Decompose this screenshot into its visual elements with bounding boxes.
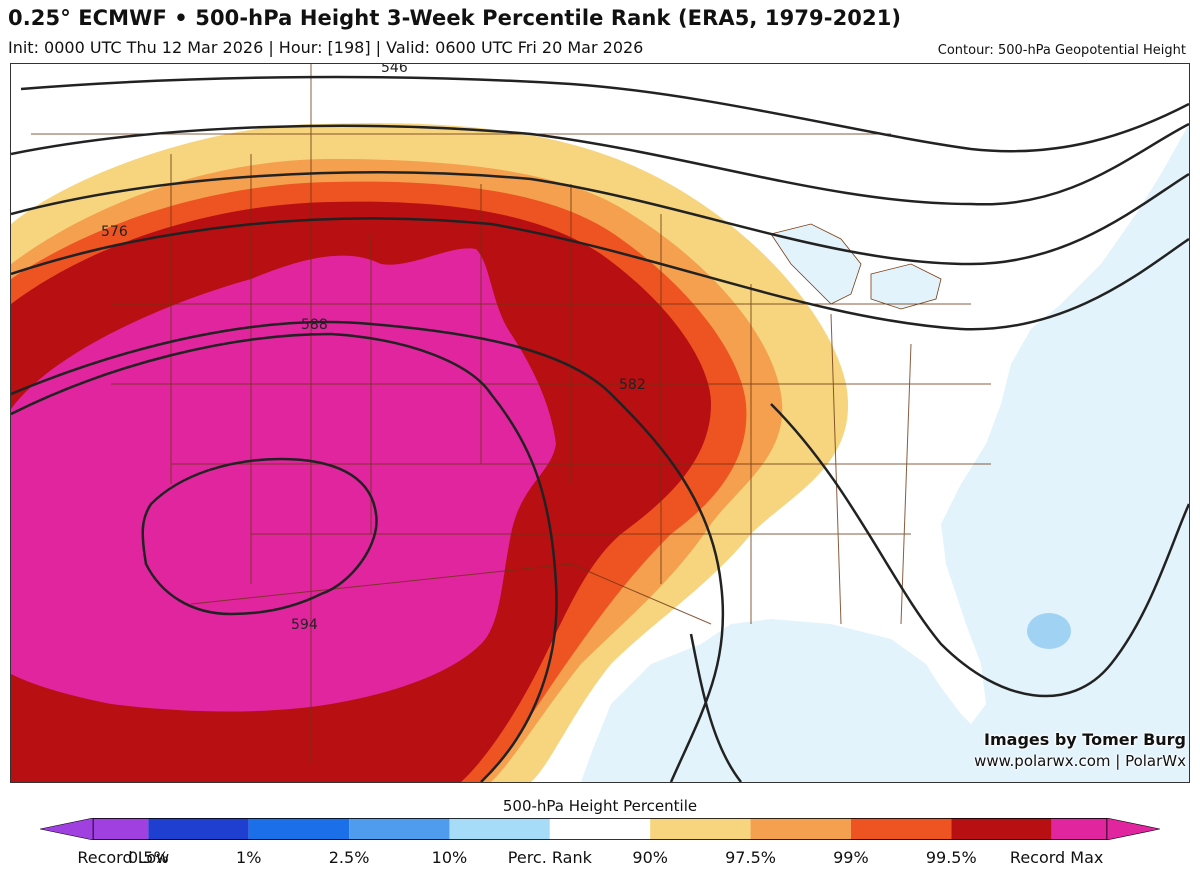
colorbar-arrow-low [40,818,94,840]
contour-label-546: 546 [381,64,408,76]
contour-note: Contour: 500-hPa Geopotential Height [937,43,1186,58]
credit-website: www.polarwx.com | PolarWx [974,752,1186,770]
map-canvas: 576 588 582 594 546 [11,64,1189,782]
colorbar-arrow-high [1106,818,1160,840]
colorbar-segment [650,818,751,840]
colorbar-label: Perc. Rank [507,848,592,867]
height-contours [11,75,1189,782]
colorbar-segment [850,818,952,840]
colorbar [40,818,1160,840]
map-subtitle: Init: 0000 UTC Thu 12 Mar 2026 | Hour: [… [8,38,644,57]
contour-label-582: 582 [619,377,646,393]
map-title: 0.25° ECMWF • 500-hPa Height 3-Week Perc… [8,6,902,30]
colorbar-label: 1% [236,848,262,867]
colorbar-label: 99.5% [925,848,977,867]
contour-label-588: 588 [301,317,328,333]
gulf-water [611,644,961,782]
colorbar-segment [549,818,651,840]
colorbar-label: 0.5% [128,848,169,867]
colorbar-label: 99% [833,848,869,867]
colorbar-label: Record Max [1009,848,1104,867]
map-panel: 576 588 582 594 546 [10,63,1190,783]
political-borders [31,64,991,764]
colorbar-label: 10% [431,848,468,867]
contour-label-594: 594 [291,617,318,633]
colorbar-title: 500-hPa Height Percentile [502,797,698,815]
shade-record-max [11,248,556,712]
great-lakes [770,223,942,310]
colorbar-label: Record Low [77,848,170,867]
colorbar-segment [951,818,1052,840]
credit-author: Images by Tomer Burg [984,730,1186,749]
colorbar-segment [248,818,350,840]
contour-label-576: 576 [101,224,128,240]
colorbar-segment [349,818,450,840]
colorbar-label: 90% [632,848,668,867]
colorbar-segment [750,818,851,840]
colorbar-label: 2.5% [328,848,370,867]
colorbar-label: 97.5% [725,848,776,867]
colorbar-outline [92,818,1108,840]
colorbar-segment [148,818,249,840]
colorbar-segment [93,818,149,840]
colorbar-segment [1051,818,1107,840]
lake-okeechobee [1027,613,1071,649]
colorbar-segment [449,818,550,840]
